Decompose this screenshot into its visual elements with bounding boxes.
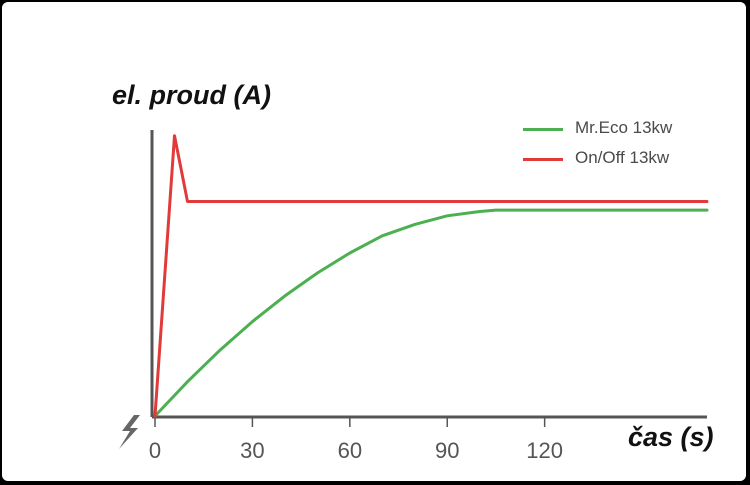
x-tick-label: 30 bbox=[240, 438, 264, 463]
series-line-0 bbox=[153, 208, 709, 418]
legend-swatch-mr-eco bbox=[523, 128, 563, 131]
series-line-1 bbox=[153, 134, 709, 418]
x-axis-label: čas (s) bbox=[628, 422, 714, 452]
x-tick-label: 0 bbox=[149, 438, 161, 463]
legend-swatch-on-off bbox=[523, 158, 563, 161]
x-tick-label: 60 bbox=[338, 438, 362, 463]
x-tick-label: 120 bbox=[526, 438, 563, 463]
x-tick-label: 90 bbox=[435, 438, 459, 463]
legend-label-mr-eco: Mr.Eco 13kw bbox=[575, 118, 673, 137]
legend-label-on-off: On/Off 13kw bbox=[575, 148, 670, 167]
y-axis-label: el. proud (A) bbox=[112, 80, 271, 110]
lightning-icon bbox=[119, 415, 140, 449]
